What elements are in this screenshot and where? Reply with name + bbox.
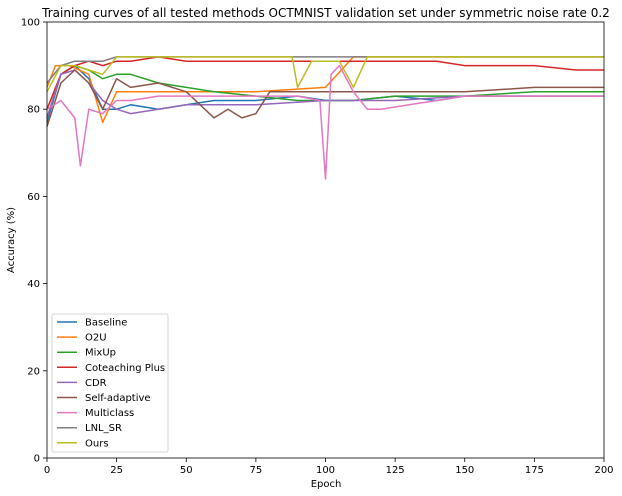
legend-label-3: Coteaching Plus [85, 363, 165, 374]
chart-title: Training curves of all tested methods OC… [41, 6, 610, 20]
y-tick-label-4: 80 [27, 105, 40, 116]
x-tick-label-7: 175 [525, 465, 544, 476]
y-tick-label-0: 0 [34, 454, 40, 465]
x-axis-title: Epoch [311, 479, 342, 490]
x-tick-label-8: 200 [594, 465, 613, 476]
legend-label-7: LNL_SR [85, 423, 122, 434]
plot-series [46, 56, 604, 180]
x-tick-label-5: 125 [386, 465, 405, 476]
y-tick-label-2: 40 [27, 279, 40, 290]
y-tick-label-3: 60 [27, 192, 40, 203]
x-tick-label-1: 25 [110, 465, 123, 476]
series-line-4 [46, 69, 604, 119]
legend: Baseline O2U MixUp Coteaching Plus CDR Self-a… [51, 313, 169, 453]
legend-frame [51, 313, 169, 453]
legend-label-4: CDR [85, 378, 107, 389]
legend-label-5: Self-adaptive [85, 393, 151, 404]
y-axis-ticks: 0 20 40 60 80 100 [21, 18, 47, 465]
series-line-5 [46, 69, 604, 127]
y-tick-label-1: 20 [27, 366, 40, 377]
x-tick-label-0: 0 [44, 465, 50, 476]
series-line-6 [46, 64, 604, 180]
series-line-8 [46, 56, 604, 93]
x-tick-label-3: 75 [250, 465, 263, 476]
legend-label-6: Multiclass [85, 408, 134, 419]
x-axis-ticks: 0 25 50 75 100 125 150 175 200 [44, 458, 614, 476]
x-tick-label-4: 100 [316, 465, 335, 476]
x-tick-label-2: 50 [180, 465, 193, 476]
legend-label-1: O2U [85, 333, 107, 344]
legend-label-0: Baseline [85, 318, 127, 329]
y-tick-label-5: 100 [21, 18, 40, 29]
series-line-3 [46, 56, 604, 110]
y-axis-title: Accuracy (%) [6, 207, 17, 273]
legend-label-8: Ours [85, 438, 109, 449]
legend-label-2: MixUp [85, 348, 116, 359]
series-line-1 [46, 56, 604, 124]
x-tick-label-6: 150 [455, 465, 474, 476]
